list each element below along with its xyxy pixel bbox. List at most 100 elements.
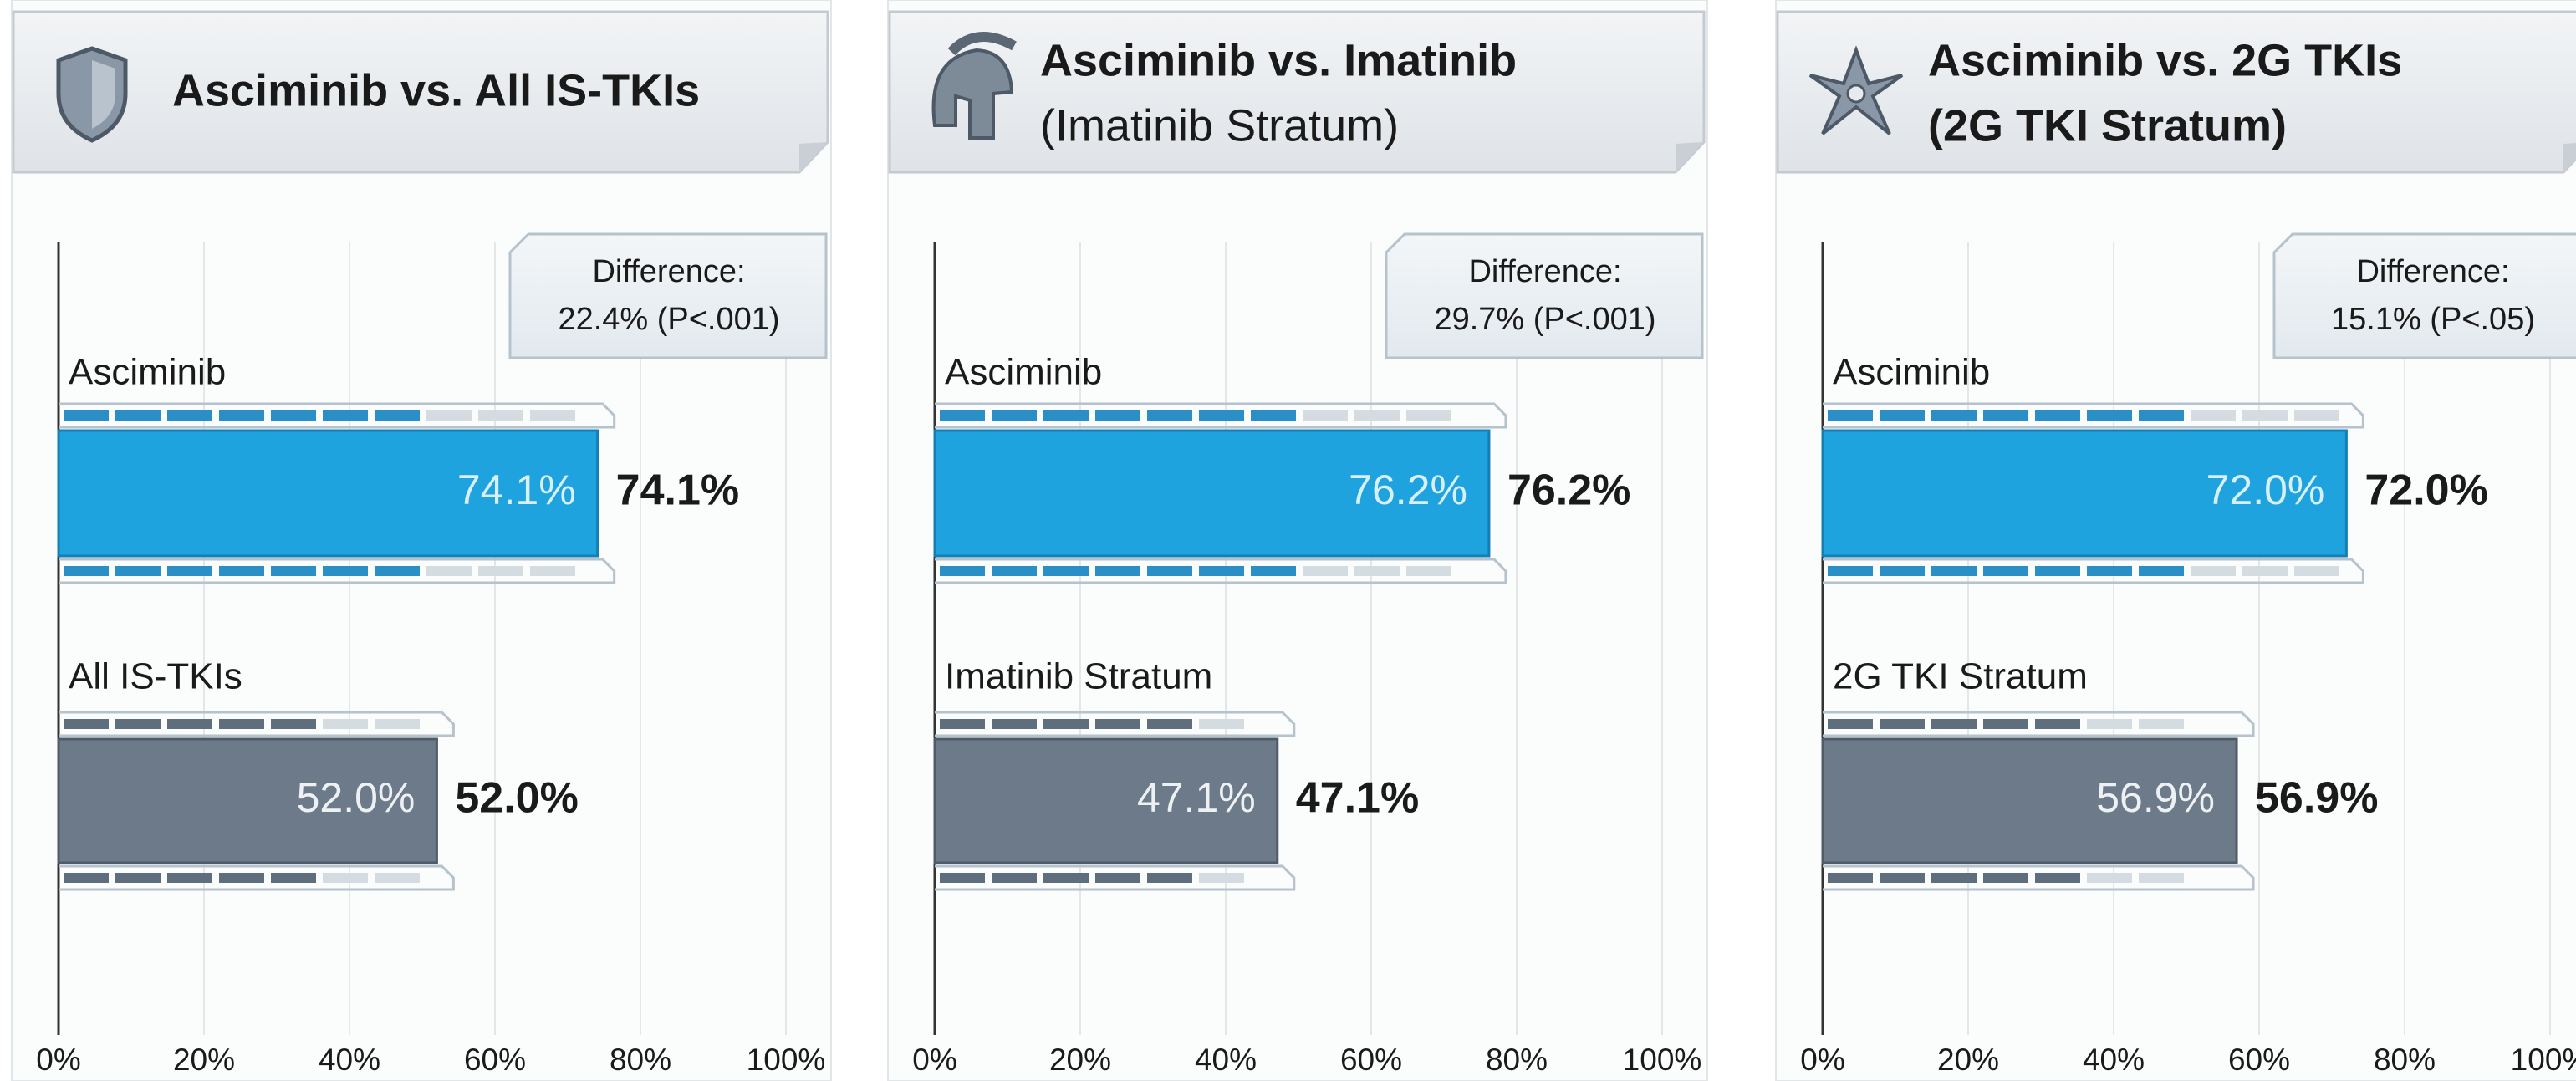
bar-frame-segment: [426, 410, 472, 421]
x-tick-label: 100%: [2511, 1043, 2576, 1077]
x-tick-label: 0%: [36, 1043, 80, 1077]
bar-frame-segment: [1095, 566, 1140, 576]
value-label: 74.1%: [616, 467, 739, 515]
bar-frame-segment: [219, 873, 264, 883]
bar-inner-label: 47.1%: [1137, 774, 1256, 821]
bar-frame-segment: [323, 719, 368, 729]
value-label: 52.0%: [455, 774, 578, 823]
bar-frame-segment: [478, 566, 523, 576]
bar-frame-segment: [1251, 410, 1296, 421]
x-tick-label: 80%: [610, 1043, 671, 1077]
bar-frame-segment: [2191, 566, 2236, 576]
bar-frame-segment: [64, 873, 109, 883]
bar-inner-label: 52.0%: [297, 774, 416, 821]
bar-frame-segment: [1406, 410, 1451, 421]
bar-frame-segment: [271, 873, 316, 883]
bar-frame-segment: [2294, 566, 2339, 576]
x-tick-label: 60%: [2228, 1043, 2290, 1077]
header-title: Asciminib vs. Imatinib: [1040, 35, 1517, 85]
bar-frame-segment: [115, 410, 161, 421]
annotation-box: [508, 232, 828, 359]
bar-frame: [1823, 402, 2364, 429]
bar-frame: [59, 711, 455, 737]
bar-frame-segment: [1880, 719, 1925, 729]
annotation: Difference: 29.7% (P<.001): [1385, 232, 1704, 359]
header-corner: [799, 142, 828, 172]
bar-frame-segment: [2242, 566, 2288, 576]
icon: [931, 48, 1014, 140]
bar-frame-segment: [1931, 873, 1977, 883]
bar-frame-segment: [115, 719, 161, 729]
bar-frame-segment: [271, 719, 316, 729]
bar-frame: [935, 711, 1296, 737]
category-label: All IS-TKIs: [69, 656, 242, 697]
bar-frame-segment: [1828, 873, 1873, 883]
bar-frame-segment: [1251, 566, 1296, 576]
x-tick-label: 80%: [1486, 1043, 1548, 1077]
bar-frame-segment: [167, 719, 212, 729]
bar-frame-segment: [64, 566, 109, 576]
bar-inner-label: 74.1%: [457, 467, 576, 513]
x-tick-label: 20%: [1937, 1043, 1999, 1077]
x-tick-label: 40%: [1195, 1043, 1257, 1077]
x-tick-label: 100%: [747, 1043, 826, 1077]
bar-frame-segment: [1147, 719, 1192, 729]
bar-frame: [59, 864, 455, 891]
bar-frame-segment: [1043, 719, 1089, 729]
bar-frame-segment: [1303, 566, 1348, 576]
x-tick-label: 60%: [464, 1043, 526, 1077]
bar: [57, 737, 438, 864]
bar-frame-segment: [375, 873, 420, 883]
bar-frame-segment: [940, 410, 985, 421]
panel: Asciminib vs. 2G TKIs (2G TKI Stratum) 0% 2…: [1775, 0, 2576, 1081]
bar-frame-segment: [2035, 873, 2080, 883]
annotation-label: Difference:: [592, 254, 745, 289]
bar-frame-segment: [1354, 566, 1400, 576]
bar-frame-segment: [219, 410, 264, 421]
bar-frame-segment: [992, 410, 1037, 421]
bar-frame-segment: [2087, 873, 2132, 883]
value-label: 56.9%: [2255, 774, 2378, 823]
x-tick-label: 40%: [2083, 1043, 2145, 1077]
panel: Asciminib vs. Imatinib (Imatinib Stratum)…: [887, 0, 1708, 1081]
bar-frame-segment: [1199, 566, 1244, 576]
bar-frame-segment: [2139, 719, 2184, 729]
bar-frame-segment: [1303, 410, 1348, 421]
bar-frame-segment: [1828, 566, 1873, 576]
x-tick-label: 40%: [319, 1043, 380, 1077]
value-label: 76.2%: [1507, 467, 1630, 515]
bar-inner-label: 56.9%: [2096, 774, 2215, 821]
bar-frame-segment: [2191, 410, 2236, 421]
category-label: Asciminib: [69, 352, 226, 393]
bar-frame-segment: [1880, 410, 1925, 421]
bar-frame-segment: [1983, 719, 2028, 729]
annotation: Difference: 22.4% (P<.001): [508, 232, 828, 359]
x-tick-label: 80%: [2374, 1043, 2436, 1077]
bar-frame-segment: [2139, 410, 2184, 421]
header-title: Asciminib vs. All IS-TKIs: [172, 65, 700, 115]
header-box: [1776, 10, 2576, 174]
bar-frame-segment: [426, 566, 472, 576]
annotation-label: Difference:: [2356, 254, 2509, 289]
bar-frame-segment: [375, 566, 420, 576]
bar-frame-segment: [323, 566, 368, 576]
bar: [933, 737, 1279, 864]
bar: [1821, 429, 2348, 558]
bar-frame: [935, 558, 1507, 584]
panel: Asciminib vs. All IS-TKIs 0% 20% 40% 60% 80% 1…: [11, 0, 832, 1081]
annotation-text: 29.7% (P<.001): [1434, 302, 1655, 337]
header: Asciminib vs. Imatinib (Imatinib Stratum): [888, 10, 1706, 174]
bar-frame-segment: [1199, 719, 1244, 729]
category-label: 2G TKI Stratum: [1833, 656, 2088, 697]
bar-frame-segment: [478, 410, 523, 421]
header-title: Asciminib vs. 2G TKIs: [1928, 35, 2402, 85]
bar-inner-label: 76.2%: [1349, 467, 1467, 513]
x-tick-label: 20%: [173, 1043, 235, 1077]
category-label: Asciminib: [1833, 352, 1990, 393]
bar-frame-segment: [1931, 566, 1977, 576]
value-label: 47.1%: [1296, 774, 1419, 823]
bar-frame-segment: [1199, 873, 1244, 883]
bar-frame-segment: [2139, 873, 2184, 883]
x-tick-label: 0%: [912, 1043, 956, 1077]
